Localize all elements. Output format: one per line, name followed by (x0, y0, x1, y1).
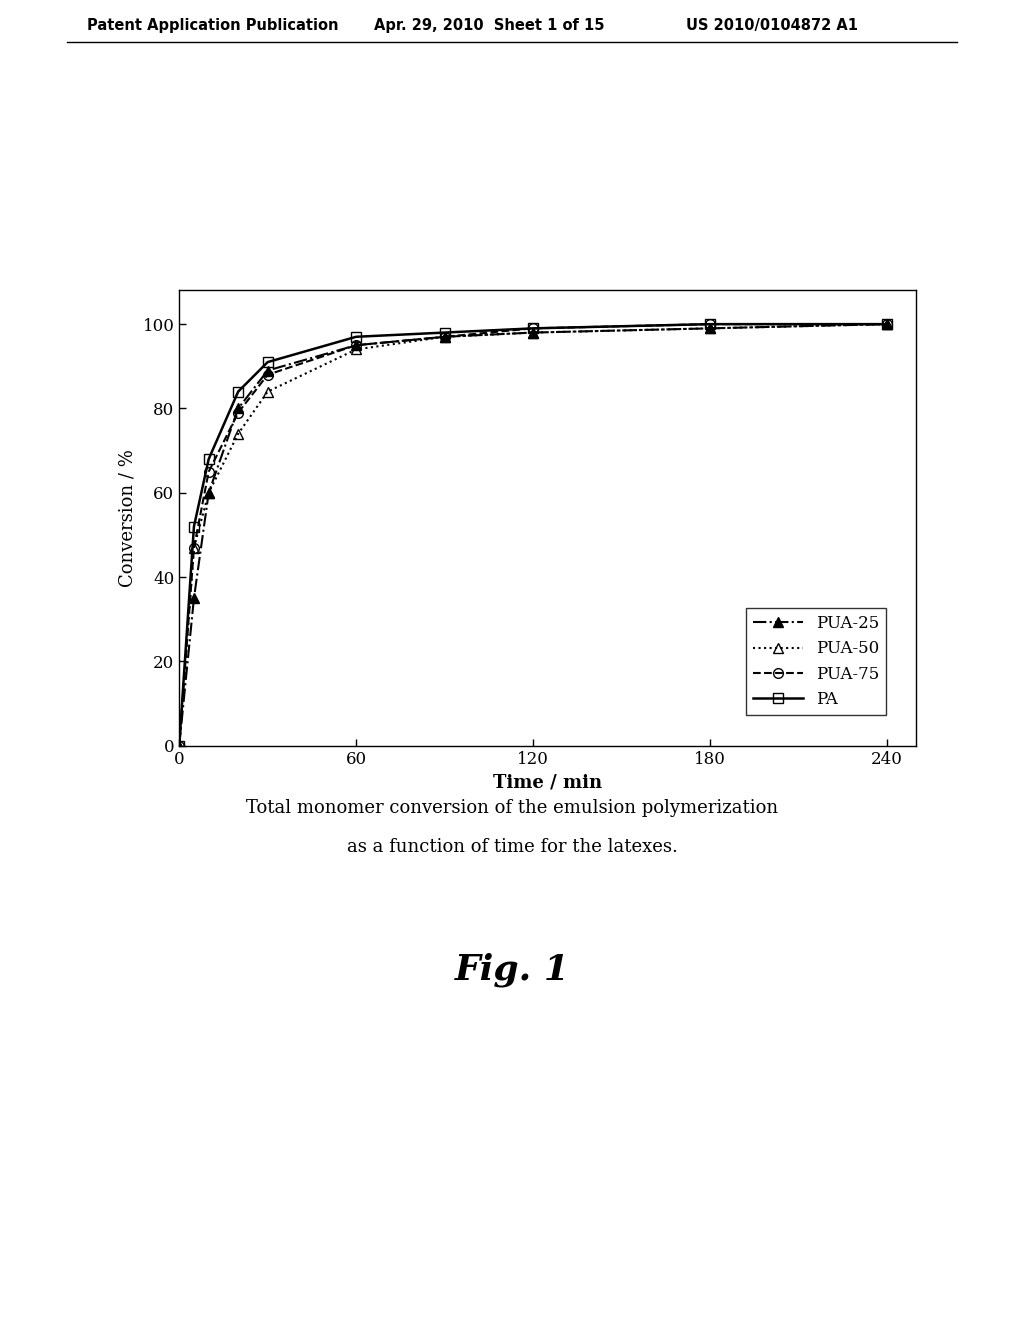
Text: Total monomer conversion of the emulsion polymerization: Total monomer conversion of the emulsion… (246, 799, 778, 817)
PUA-25 (203, 484, 215, 500)
PUA-50 (261, 384, 273, 400)
Text: as a function of time for the latexes.: as a function of time for the latexes. (346, 838, 678, 857)
Line: PUA-50: PUA-50 (174, 319, 892, 751)
PUA-50 (187, 540, 200, 556)
PUA-75 (703, 317, 716, 333)
PUA-25 (350, 338, 362, 354)
PUA-75 (232, 405, 245, 421)
PA (527, 321, 540, 337)
PUA-75 (187, 540, 200, 556)
PUA-75 (203, 463, 215, 479)
PUA-25 (232, 400, 245, 416)
PA (203, 451, 215, 467)
PUA-75 (173, 738, 185, 754)
Y-axis label: Conversion / %: Conversion / % (119, 449, 137, 587)
PUA-50 (350, 342, 362, 358)
PA (173, 738, 185, 754)
PUA-75 (350, 338, 362, 354)
PUA-50 (203, 484, 215, 500)
PUA-50 (438, 329, 451, 345)
Line: PA: PA (174, 319, 892, 751)
PUA-50 (527, 325, 540, 341)
PUA-50 (703, 321, 716, 337)
Text: Fig. 1: Fig. 1 (455, 953, 569, 987)
PUA-25 (173, 738, 185, 754)
PUA-75 (438, 329, 451, 345)
PUA-25 (881, 317, 893, 333)
Text: Patent Application Publication: Patent Application Publication (87, 18, 339, 33)
PUA-50 (173, 738, 185, 754)
PUA-75 (527, 321, 540, 337)
PUA-25 (527, 325, 540, 341)
Legend: PUA-25, PUA-50, PUA-75, PA: PUA-25, PUA-50, PUA-75, PA (746, 609, 886, 714)
PA (703, 317, 716, 333)
Line: PUA-75: PUA-75 (174, 319, 892, 751)
PUA-50 (881, 317, 893, 333)
PUA-25 (438, 329, 451, 345)
PUA-25 (187, 590, 200, 606)
Text: US 2010/0104872 A1: US 2010/0104872 A1 (686, 18, 858, 33)
X-axis label: Time / min: Time / min (494, 774, 602, 791)
PA (187, 519, 200, 535)
PA (232, 384, 245, 400)
Line: PUA-25: PUA-25 (174, 319, 892, 751)
PA (438, 325, 451, 341)
PA (261, 354, 273, 370)
PUA-25 (703, 321, 716, 337)
Text: Apr. 29, 2010  Sheet 1 of 15: Apr. 29, 2010 Sheet 1 of 15 (374, 18, 604, 33)
PUA-50 (232, 426, 245, 442)
PUA-25 (261, 363, 273, 379)
PA (881, 317, 893, 333)
PUA-75 (881, 317, 893, 333)
PA (350, 329, 362, 345)
PUA-75 (261, 367, 273, 383)
